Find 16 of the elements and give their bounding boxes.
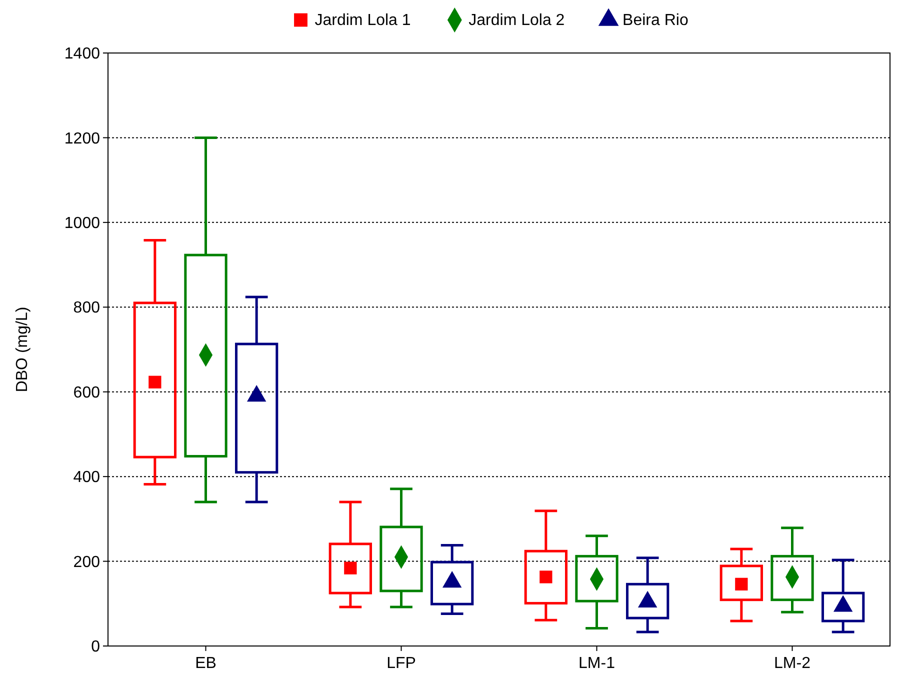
y-tick-label: 400 [73, 469, 100, 486]
legend-label: Beira Rio [622, 12, 688, 29]
x-tick-label: EB [195, 655, 216, 672]
y-tick-label: 0 [91, 638, 100, 656]
legend-label: Jardim Lola 1 [314, 12, 411, 29]
y-tick-label: 600 [73, 384, 100, 402]
y-tick-label: 200 [73, 554, 100, 571]
x-tick-label: LM-2 [774, 655, 811, 672]
y-tick-label: 1200 [64, 130, 100, 148]
legend-label: Jardim Lola 2 [468, 12, 565, 29]
x-tick-label: LM-1 [578, 655, 616, 672]
y-tick-label: 800 [73, 300, 100, 317]
y-tick-label: 1400 [64, 46, 100, 63]
y-tick-label: 1000 [64, 215, 100, 232]
x-tick-label: LFP [386, 655, 416, 672]
y-axis-title: DBO (mg/L) [14, 306, 31, 392]
